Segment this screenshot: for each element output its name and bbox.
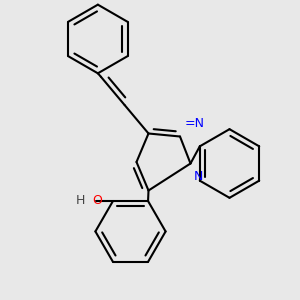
- Text: =N: =N: [184, 118, 205, 130]
- Text: H: H: [76, 194, 85, 207]
- Text: O: O: [92, 194, 102, 207]
- Text: N: N: [194, 169, 203, 182]
